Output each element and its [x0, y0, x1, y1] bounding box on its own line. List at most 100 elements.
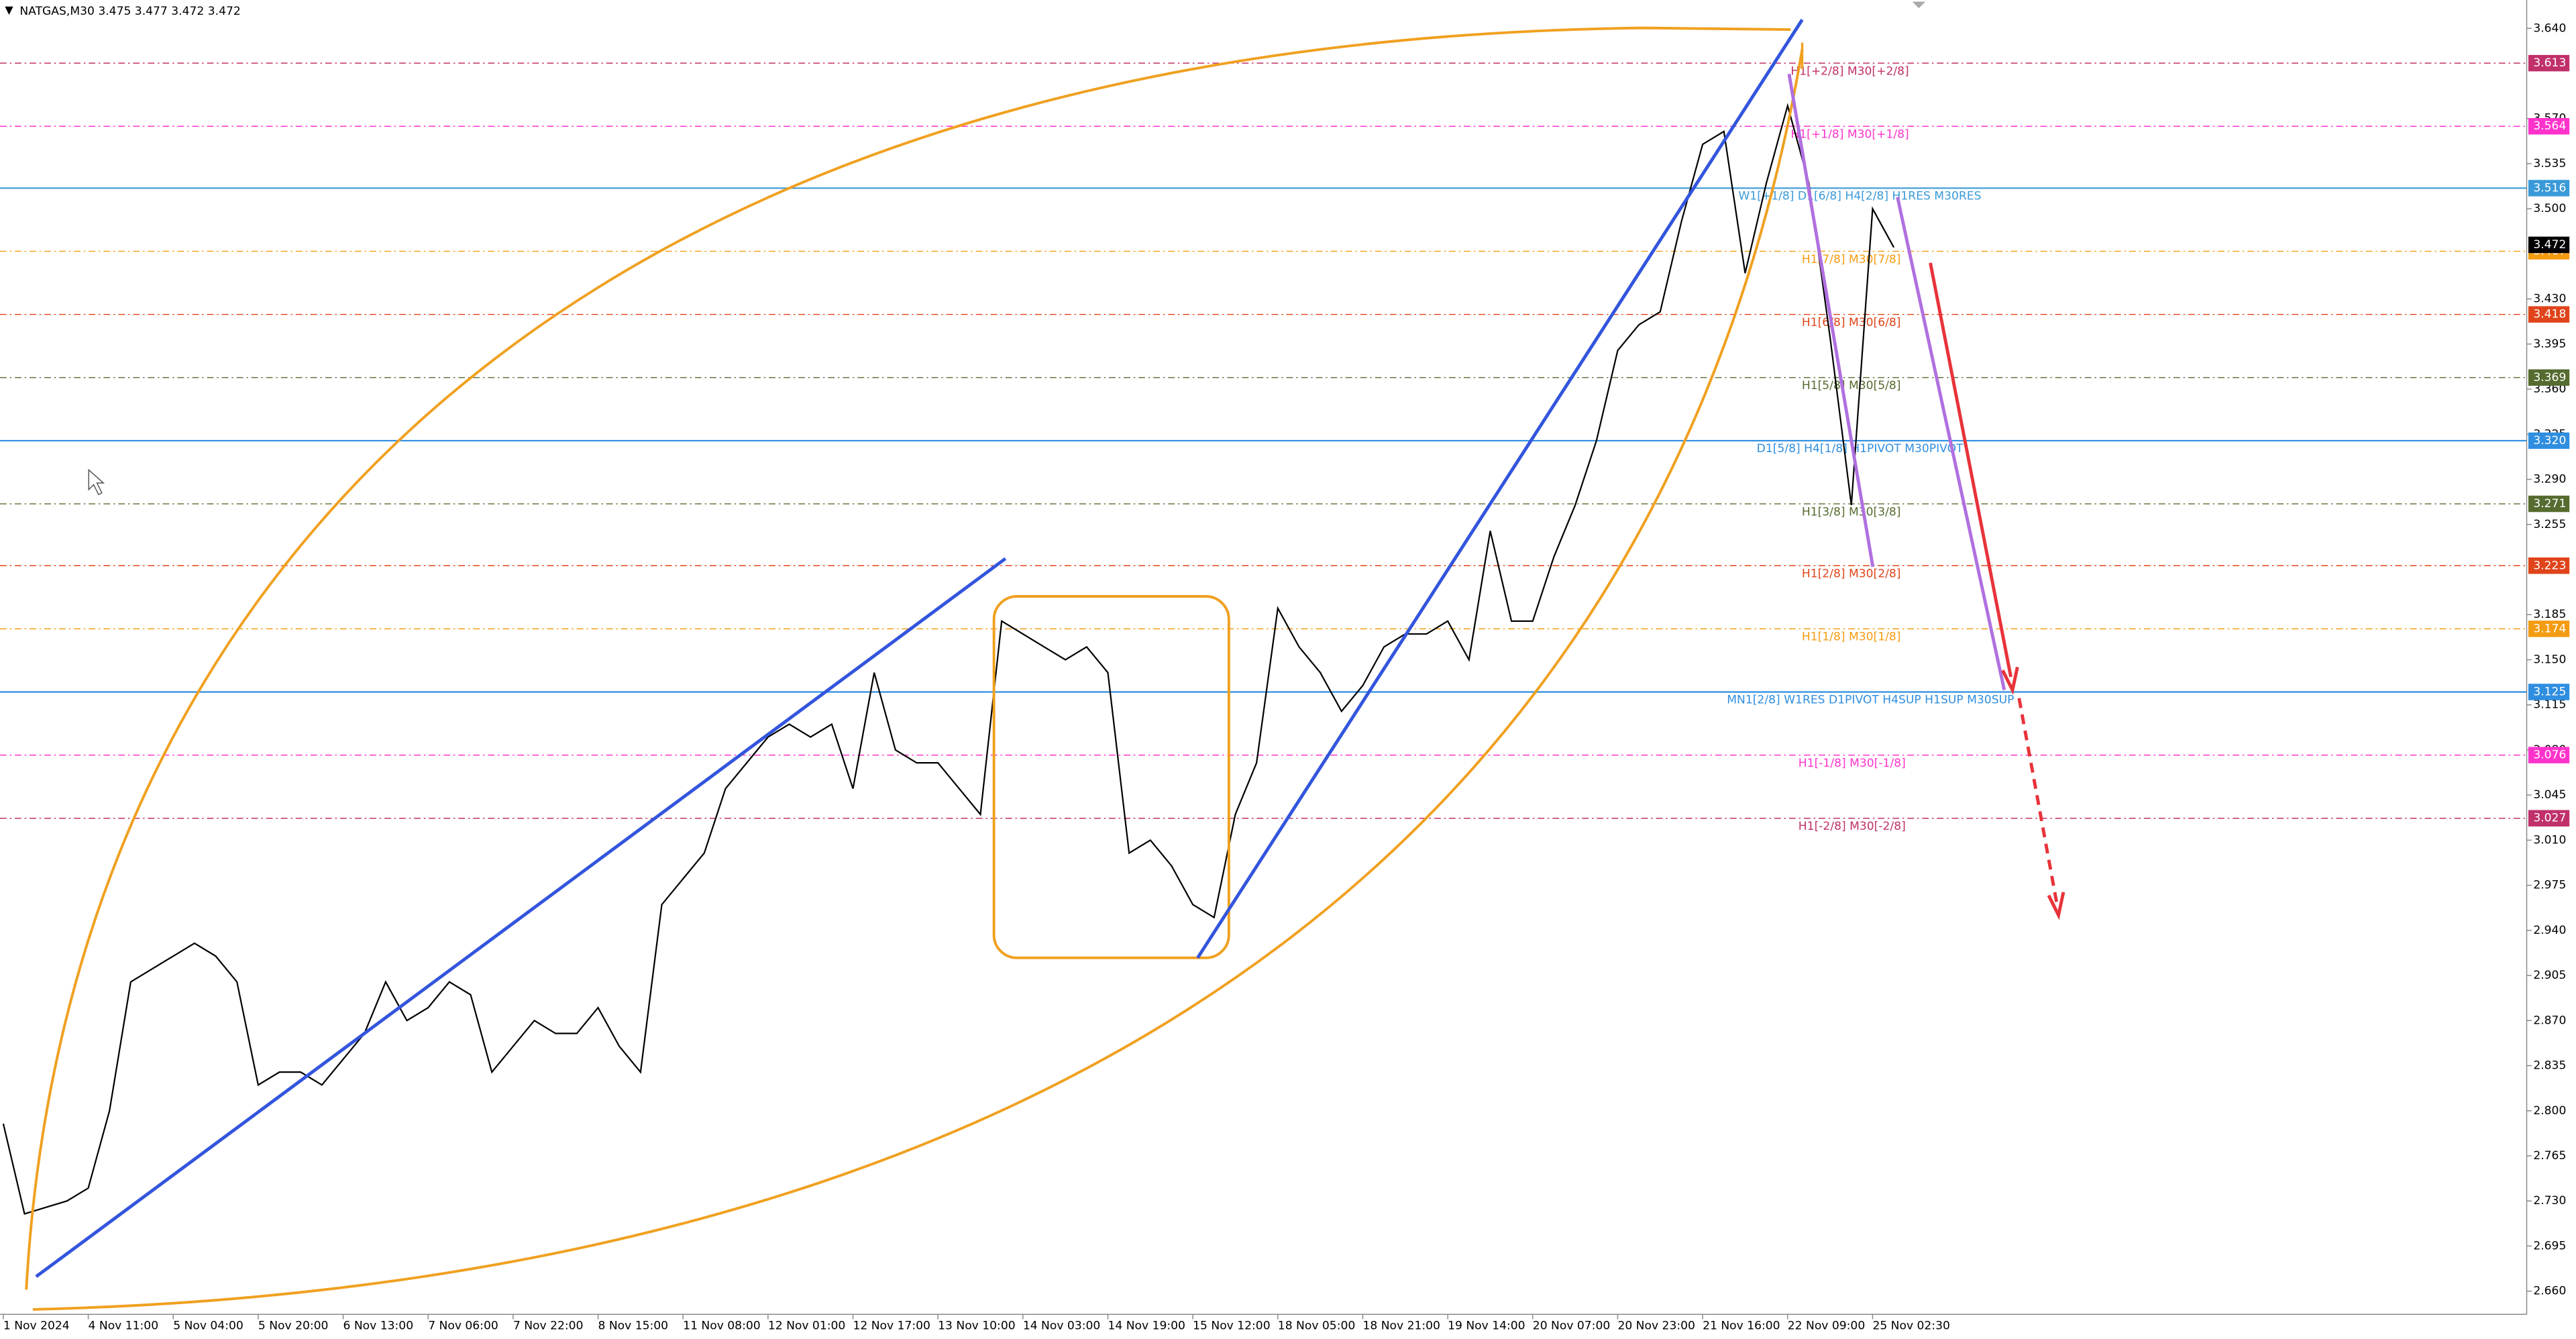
- x-tick-label: 12 Nov 17:00: [853, 1319, 930, 1332]
- level-label: H1[3/8] M30[3/8]: [1802, 505, 1901, 519]
- series: [2, 103, 1895, 1215]
- y-tick-label: 3.535: [2533, 157, 2566, 170]
- price-box-label: 3.027: [2533, 812, 2566, 825]
- price-box: [2528, 117, 2570, 135]
- trend-line: [35, 557, 1007, 1278]
- y-tick-label: 3.045: [2533, 788, 2566, 802]
- price-box: [2528, 306, 2570, 323]
- price-box: [2528, 747, 2570, 763]
- price-box-label: 3.271: [2533, 497, 2566, 511]
- axis: 3.6403.5703.5353.5003.4303.3953.3603.325…: [3, 21, 2570, 1332]
- price-box: [2528, 495, 2570, 513]
- trend-line: [1196, 19, 1804, 959]
- drawings: [25, 1, 2065, 1311]
- y-tick-label: 2.765: [2533, 1149, 2566, 1163]
- price-box: [2528, 621, 2570, 637]
- y-tick-label: 2.940: [2533, 924, 2566, 937]
- price-box-label: 3.174: [2533, 622, 2566, 635]
- y-tick-label: 2.905: [2533, 969, 2566, 982]
- arc: [32, 49, 1804, 1311]
- y-tick-label: 3.640: [2533, 21, 2566, 35]
- price-box-label: 3.564: [2533, 119, 2566, 133]
- arrow: [1929, 262, 2012, 678]
- x-tick-label: 21 Nov 16:00: [1703, 1319, 1780, 1332]
- price-box-label: 3.613: [2533, 56, 2566, 70]
- price-box-label: 3.516: [2533, 181, 2566, 195]
- price-box-label: 3.076: [2533, 749, 2566, 762]
- arrow-head: [2047, 892, 2065, 920]
- title-icon: [5, 6, 13, 15]
- level-label: H1[6/8] M30[6/8]: [1802, 316, 1901, 329]
- price-box: [2528, 432, 2570, 449]
- level-label: H1[+1/8] M30[+1/8]: [1790, 127, 1909, 141]
- level-label: MN1[2/8] W1RES D1PIVOT H4SUP H1SUP M30SU…: [1727, 694, 2014, 707]
- projection-line: [1787, 73, 1875, 568]
- x-tick-label: 12 Nov 01:00: [768, 1319, 845, 1332]
- x-tick-label: 22 Nov 09:00: [1788, 1319, 1865, 1332]
- y-tick-label: 3.290: [2533, 473, 2566, 486]
- arrow-head: [2001, 666, 2019, 695]
- x-tick-label: 15 Nov 12:00: [1193, 1319, 1270, 1332]
- x-tick-label: 5 Nov 20:00: [258, 1319, 329, 1332]
- x-tick-label: 13 Nov 10:00: [938, 1319, 1015, 1332]
- y-tick-label: 3.430: [2533, 292, 2566, 306]
- price-box: [2528, 369, 2570, 386]
- y-tick-label: 2.730: [2533, 1194, 2566, 1208]
- arc: [25, 26, 1791, 1290]
- y-tick-label: 2.660: [2533, 1285, 2566, 1298]
- y-tick-label: 3.150: [2533, 653, 2566, 666]
- price-box: [2528, 684, 2570, 700]
- level-label: H1[+2/8] M30[+2/8]: [1790, 64, 1909, 78]
- y-tick-label: 3.360: [2533, 382, 2566, 396]
- y-tick-label: 2.800: [2533, 1104, 2566, 1118]
- price-line: [2, 103, 1895, 1215]
- level-label: H1[1/8] M30[1/8]: [1802, 631, 1901, 644]
- cursor: [88, 468, 105, 496]
- price-box-label: 3.369: [2533, 371, 2566, 384]
- chart-title: NATGAS,M30 3.475 3.477 3.472 3.472: [19, 5, 240, 18]
- current-price-label: 3.472: [2533, 238, 2566, 252]
- y-tick-label: 3.010: [2533, 833, 2566, 847]
- x-tick-label: 25 Nov 02:30: [1872, 1319, 1949, 1332]
- price-box-label: 3.320: [2533, 434, 2566, 447]
- x-tick-label: 20 Nov 23:00: [1617, 1319, 1695, 1332]
- price-box-label: 3.125: [2533, 685, 2566, 698]
- x-tick-label: 1 Nov 2024: [3, 1319, 70, 1332]
- y-tick-label: 3.255: [2533, 518, 2566, 531]
- price-box-label: 3.418: [2533, 308, 2566, 321]
- price-box: [2528, 557, 2570, 574]
- projection-line: [1896, 197, 2006, 691]
- x-tick-label: 6 Nov 13:00: [343, 1319, 414, 1332]
- x-tick-label: 20 Nov 07:00: [1533, 1319, 1610, 1332]
- x-tick-label: 5 Nov 04:00: [173, 1319, 244, 1332]
- x-tick-label: 14 Nov 03:00: [1023, 1319, 1100, 1332]
- y-tick-label: 3.395: [2533, 337, 2566, 351]
- y-tick-label: 3.185: [2533, 608, 2566, 621]
- level-label: H1[-1/8] M30[-1/8]: [1799, 757, 1906, 770]
- y-tick-label: 2.695: [2533, 1239, 2566, 1252]
- box-highlight: [992, 595, 1230, 959]
- marker: [1912, 1, 1926, 9]
- x-tick-label: 8 Nov 15:00: [598, 1319, 669, 1332]
- price-box: [2528, 180, 2570, 197]
- level-label: H1[2/8] M30[2/8]: [1802, 567, 1901, 580]
- y-tick-label: 2.835: [2533, 1059, 2566, 1073]
- y-tick-label: 3.500: [2533, 202, 2566, 215]
- y-tick-label: 3.115: [2533, 698, 2566, 712]
- x-tick-label: 7 Nov 22:00: [513, 1319, 584, 1332]
- level-label: W1[+1/8] D1[6/8] H4[2/8] H1RES M30RES: [1738, 190, 1981, 203]
- price-box-label: 3.223: [2533, 559, 2566, 572]
- price-box: [2528, 54, 2570, 72]
- arrow: [2017, 698, 2059, 904]
- x-tick-label: 7 Nov 06:00: [428, 1319, 498, 1332]
- price-box: [2528, 810, 2570, 826]
- x-tick-label: 18 Nov 21:00: [1362, 1319, 1440, 1332]
- level-label: H1[5/8] M30[5/8]: [1802, 379, 1901, 392]
- x-tick-label: 14 Nov 19:00: [1108, 1319, 1185, 1332]
- x-tick-label: 4 Nov 11:00: [89, 1319, 159, 1332]
- x-tick-label: 19 Nov 14:00: [1448, 1319, 1525, 1332]
- levels: H1[+2/8] M30[+2/8] H1[+1/8] M30[+1/8] W1[+…: [0, 62, 2527, 833]
